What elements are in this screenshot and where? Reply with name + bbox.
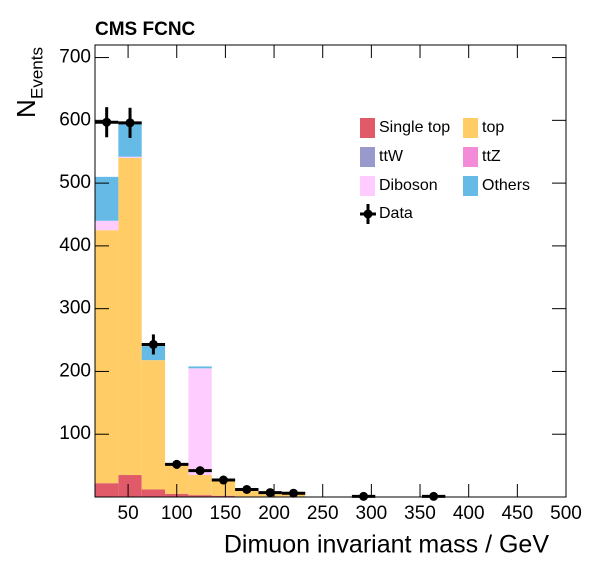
bar-segment xyxy=(188,366,212,369)
y-axis-label: N xyxy=(11,99,41,118)
bar-segment xyxy=(118,156,142,158)
legend-swatch xyxy=(463,118,478,138)
legend-label: Data xyxy=(379,205,413,222)
data-point xyxy=(218,475,228,485)
bar-segment xyxy=(141,360,166,490)
bar-segment xyxy=(211,479,236,496)
data-point xyxy=(429,491,439,501)
bar-segment xyxy=(95,176,119,221)
x-tick-label: 50 xyxy=(118,503,139,524)
bar-segment xyxy=(165,465,189,494)
x-tick-label: 200 xyxy=(258,503,290,524)
x-tick-label: 400 xyxy=(453,503,485,524)
legend-label: Diboson xyxy=(379,177,438,194)
bar-segment xyxy=(118,158,142,476)
legend-data-marker xyxy=(363,209,373,219)
legend-swatch xyxy=(360,118,375,138)
y-tick-label: 500 xyxy=(59,172,91,193)
x-tick-label: 500 xyxy=(550,503,582,524)
data-point xyxy=(195,466,205,476)
bar-segment xyxy=(211,495,236,497)
legend-swatch xyxy=(360,176,375,196)
y-tick-label: 300 xyxy=(59,298,91,319)
data-point xyxy=(265,488,275,498)
x-tick-label: 250 xyxy=(307,503,339,524)
y-tick-label: 700 xyxy=(59,47,91,68)
bar-segment xyxy=(188,368,212,476)
bar-segment xyxy=(95,220,119,231)
data-point xyxy=(242,484,252,494)
y-tick-label: 100 xyxy=(59,423,91,444)
y-tick-label: 600 xyxy=(59,109,91,130)
data-point xyxy=(172,459,182,469)
bar-segment xyxy=(118,122,142,157)
y-tick-label: 200 xyxy=(59,360,91,381)
legend-swatch xyxy=(463,147,478,167)
bar-segment xyxy=(188,475,212,496)
y-axis-label-sub: Events xyxy=(27,47,46,99)
data-point xyxy=(148,339,158,349)
legend-swatch xyxy=(463,176,478,196)
bar-segment xyxy=(95,483,119,497)
bar-segment xyxy=(141,489,166,497)
plot-frame xyxy=(94,44,567,498)
chart-title: CMS FCNC xyxy=(95,19,196,40)
x-tick-label: 350 xyxy=(404,503,436,524)
data-point xyxy=(359,491,369,501)
data-point xyxy=(289,488,299,498)
legend-label: ttZ xyxy=(482,148,501,165)
legend-label: ttW xyxy=(379,148,404,165)
x-tick-label: 450 xyxy=(501,503,533,524)
x-axis-label: Dimuon invariant mass / GeV xyxy=(224,531,549,559)
legend-swatch xyxy=(360,147,375,167)
bar-segment xyxy=(118,475,142,497)
bar-segment xyxy=(95,230,119,484)
data-point xyxy=(125,118,135,128)
bar-segment xyxy=(188,495,212,497)
data-point xyxy=(102,117,112,127)
legend-label: top xyxy=(482,119,504,136)
legend-label: Single top xyxy=(379,119,450,136)
x-tick-label: 300 xyxy=(356,503,388,524)
y-axis-label-group: N Events xyxy=(11,47,47,118)
x-tick-label: 150 xyxy=(210,503,242,524)
x-tick-label: 100 xyxy=(161,503,193,524)
legend-label: Others xyxy=(482,177,530,194)
y-tick-label: 400 xyxy=(59,235,91,256)
